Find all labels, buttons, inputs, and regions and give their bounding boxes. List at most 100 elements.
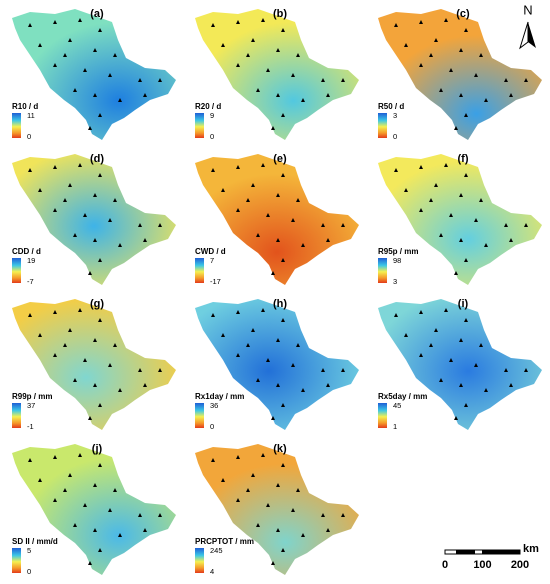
station-marker xyxy=(509,383,513,387)
station-marker xyxy=(88,271,92,275)
station-marker xyxy=(256,378,260,382)
station-marker xyxy=(301,388,305,392)
legend-colorbar xyxy=(378,258,387,283)
station-marker xyxy=(276,93,280,97)
legend-min: -17 xyxy=(210,277,221,286)
station-marker xyxy=(464,113,468,117)
station-marker xyxy=(449,68,453,72)
station-marker xyxy=(53,353,57,357)
map-panel: (e) CWD / d7 -17 xyxy=(195,153,359,286)
station-marker xyxy=(93,483,97,487)
station-marker xyxy=(98,403,102,407)
station-marker xyxy=(83,358,87,362)
station-marker xyxy=(434,38,438,42)
legend-title: SD II / mm/d xyxy=(12,537,58,546)
station-marker xyxy=(53,498,57,502)
station-marker xyxy=(454,271,458,275)
map-panel: (j) SD II / mm/d5 0 xyxy=(12,443,176,576)
station-marker xyxy=(464,28,468,32)
station-marker xyxy=(158,223,162,227)
station-marker xyxy=(459,338,463,342)
station-marker xyxy=(504,78,508,82)
station-marker xyxy=(484,98,488,102)
station-marker xyxy=(236,353,240,357)
station-marker xyxy=(98,28,102,32)
station-marker xyxy=(394,313,398,317)
station-marker xyxy=(321,223,325,227)
region-map xyxy=(378,9,542,140)
panel-label: (i) xyxy=(458,298,469,310)
legend-min: 0 xyxy=(210,422,214,431)
station-marker xyxy=(68,183,72,187)
station-marker xyxy=(281,318,285,322)
station-marker xyxy=(236,455,240,459)
station-marker xyxy=(211,458,215,462)
region-map xyxy=(12,444,176,575)
station-marker xyxy=(158,78,162,82)
station-marker xyxy=(53,63,57,67)
station-marker xyxy=(449,213,453,217)
legend-min: 0 xyxy=(393,132,397,141)
legend-max: 98 xyxy=(393,256,401,265)
panel-label: (j) xyxy=(92,443,103,455)
station-marker xyxy=(301,533,305,537)
legend-title: R50 / d xyxy=(378,102,404,111)
station-marker xyxy=(98,173,102,177)
station-marker xyxy=(276,383,280,387)
station-marker xyxy=(341,223,345,227)
region-map xyxy=(195,9,359,140)
station-marker xyxy=(236,20,240,24)
north-label: N xyxy=(523,2,532,17)
scale-tick-label: 0 xyxy=(442,559,448,571)
station-marker xyxy=(504,223,508,227)
scale-tick-label: 100 xyxy=(473,559,491,571)
station-marker xyxy=(296,488,300,492)
station-marker xyxy=(246,198,250,202)
legend-title: R95p / mm xyxy=(378,247,418,256)
station-marker xyxy=(53,208,57,212)
station-marker xyxy=(63,198,67,202)
station-marker xyxy=(251,38,255,42)
station-marker xyxy=(138,368,142,372)
station-marker xyxy=(276,338,280,342)
station-marker xyxy=(113,53,117,57)
station-marker xyxy=(479,343,483,347)
station-marker xyxy=(256,88,260,92)
region-map xyxy=(12,299,176,430)
station-marker xyxy=(326,383,330,387)
legend-colorbar xyxy=(195,113,204,138)
station-marker xyxy=(281,463,285,467)
station-marker xyxy=(38,188,42,192)
station-marker xyxy=(404,188,408,192)
panel-label: (f) xyxy=(458,153,469,165)
station-marker xyxy=(509,93,513,97)
panel-label: (b) xyxy=(273,8,287,20)
station-marker xyxy=(53,20,57,24)
station-marker xyxy=(509,238,513,242)
legend-min: 0 xyxy=(27,567,31,576)
station-marker xyxy=(276,48,280,52)
station-marker xyxy=(88,126,92,130)
station-marker xyxy=(341,78,345,82)
legend-min: -7 xyxy=(27,277,34,286)
station-marker xyxy=(474,218,478,222)
station-marker xyxy=(444,163,448,167)
station-marker xyxy=(221,333,225,337)
station-marker xyxy=(88,416,92,420)
station-marker xyxy=(479,198,483,202)
station-marker xyxy=(73,523,77,527)
station-marker xyxy=(464,258,468,262)
station-marker xyxy=(251,328,255,332)
panel-label: (c) xyxy=(456,8,470,20)
station-marker xyxy=(113,488,117,492)
legend-max: 11 xyxy=(27,111,35,120)
station-marker xyxy=(53,310,57,314)
station-marker xyxy=(419,20,423,24)
station-marker xyxy=(138,513,142,517)
station-marker xyxy=(524,78,528,82)
station-marker xyxy=(158,513,162,517)
station-marker xyxy=(236,310,240,314)
station-marker xyxy=(38,43,42,47)
